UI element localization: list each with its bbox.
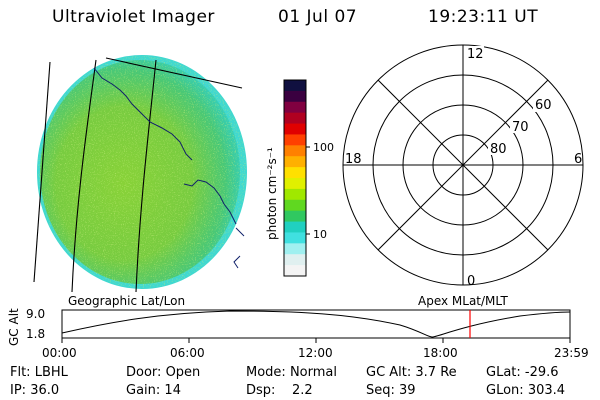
colorbar-swatch — [284, 221, 306, 233]
timeline-right-caption: Apex MLat/MLT — [418, 294, 508, 308]
info-gc-alt: GC Alt: 3.7 Re — [366, 365, 457, 380]
colorbar-swatch — [284, 80, 306, 92]
info-door: Door: Open — [126, 365, 201, 380]
meridian-line — [135, 59, 157, 293]
colorbar-swatch — [284, 101, 306, 114]
colorbar-swatch — [284, 199, 306, 212]
info-dsp: Dsp: 2.2 — [246, 383, 313, 398]
meridian-line — [71, 59, 97, 293]
colorbar-swatch — [284, 265, 306, 277]
info-glat: GLat: -29.6 — [486, 365, 559, 380]
timeline-y-label: GC Alt — [7, 308, 21, 346]
observation-time: 19:23:11 UT — [428, 7, 539, 27]
colorbar-swatch — [284, 90, 306, 103]
timeline-x-tick-0600: 06:00 — [170, 346, 205, 360]
info-glon: GLon: 303.4 — [486, 383, 566, 398]
timeline-x-tick-0000: 00:00 — [42, 346, 77, 360]
colorbar-swatch — [284, 123, 306, 135]
info-flt: Flt: LBHL — [10, 365, 68, 380]
colorbar-tick-10: 10 — [313, 228, 327, 241]
colorbar-swatch — [284, 210, 306, 223]
auroral-image — [37, 55, 247, 289]
polar-label-18: 18 — [345, 152, 362, 167]
timeline-y-tick-bottom: 1.8 — [26, 327, 45, 341]
timeline-x-tick-1200: 12:00 — [298, 346, 333, 360]
polar-lat-60: 60 — [535, 98, 552, 113]
colorbar-swatch — [284, 254, 306, 266]
colorbar-frame — [283, 79, 307, 277]
colorbar-swatch — [284, 112, 306, 125]
coastline — [93, 67, 245, 269]
polar-label-12: 12 — [467, 47, 484, 62]
imager-title: Ultraviolet Imager — [52, 7, 215, 27]
colorbar — [284, 80, 306, 277]
polar-diagonal — [377, 79, 549, 251]
info-gain: Gain: 14 — [126, 383, 181, 398]
polar-label-0: 0 — [467, 274, 475, 289]
polar-plot — [342, 44, 584, 286]
label-bg — [488, 141, 508, 155]
colorbar-swatch — [284, 156, 306, 168]
colorbar-swatch — [284, 134, 306, 146]
polar-lat-70: 70 — [512, 120, 529, 135]
info-mode: Mode: Normal — [246, 365, 337, 380]
colorbar-tick-100: 100 — [313, 141, 334, 154]
meridian-line — [33, 61, 51, 283]
geographic-grid — [33, 57, 243, 293]
label-bg — [533, 98, 553, 112]
colorbar-swatch — [284, 167, 306, 179]
polar-label-6: 6 — [574, 152, 582, 167]
colorbar-unit-label: photon cm⁻²s⁻¹ — [265, 147, 279, 240]
timeline-left-caption: Geographic Lat/Lon — [68, 294, 185, 308]
altitude-timeline — [61, 309, 571, 343]
latitude-line — [105, 57, 243, 89]
info-seq: Seq: 39 — [366, 383, 416, 398]
timeline-x-tick-1800: 18:00 — [423, 346, 458, 360]
colorbar-swatch — [284, 232, 306, 244]
observation-date: 01 Jul 07 — [278, 7, 358, 27]
timeline-y-tick-top: 9.0 — [26, 307, 45, 321]
image-noise — [38, 56, 246, 288]
timeline-x-tick-2359: 23:59 — [554, 346, 589, 360]
colorbar-swatch — [284, 178, 306, 190]
colorbar-swatch — [284, 188, 306, 201]
label-bg — [510, 119, 530, 133]
colorbar-swatch — [284, 243, 306, 255]
info-ip: IP: 36.0 — [10, 383, 60, 398]
colorbar-swatch — [284, 145, 306, 157]
label-bg — [466, 46, 484, 60]
polar-lat-80: 80 — [490, 142, 507, 157]
timeline-frame — [61, 309, 571, 339]
altitude-curve — [61, 310, 571, 338]
